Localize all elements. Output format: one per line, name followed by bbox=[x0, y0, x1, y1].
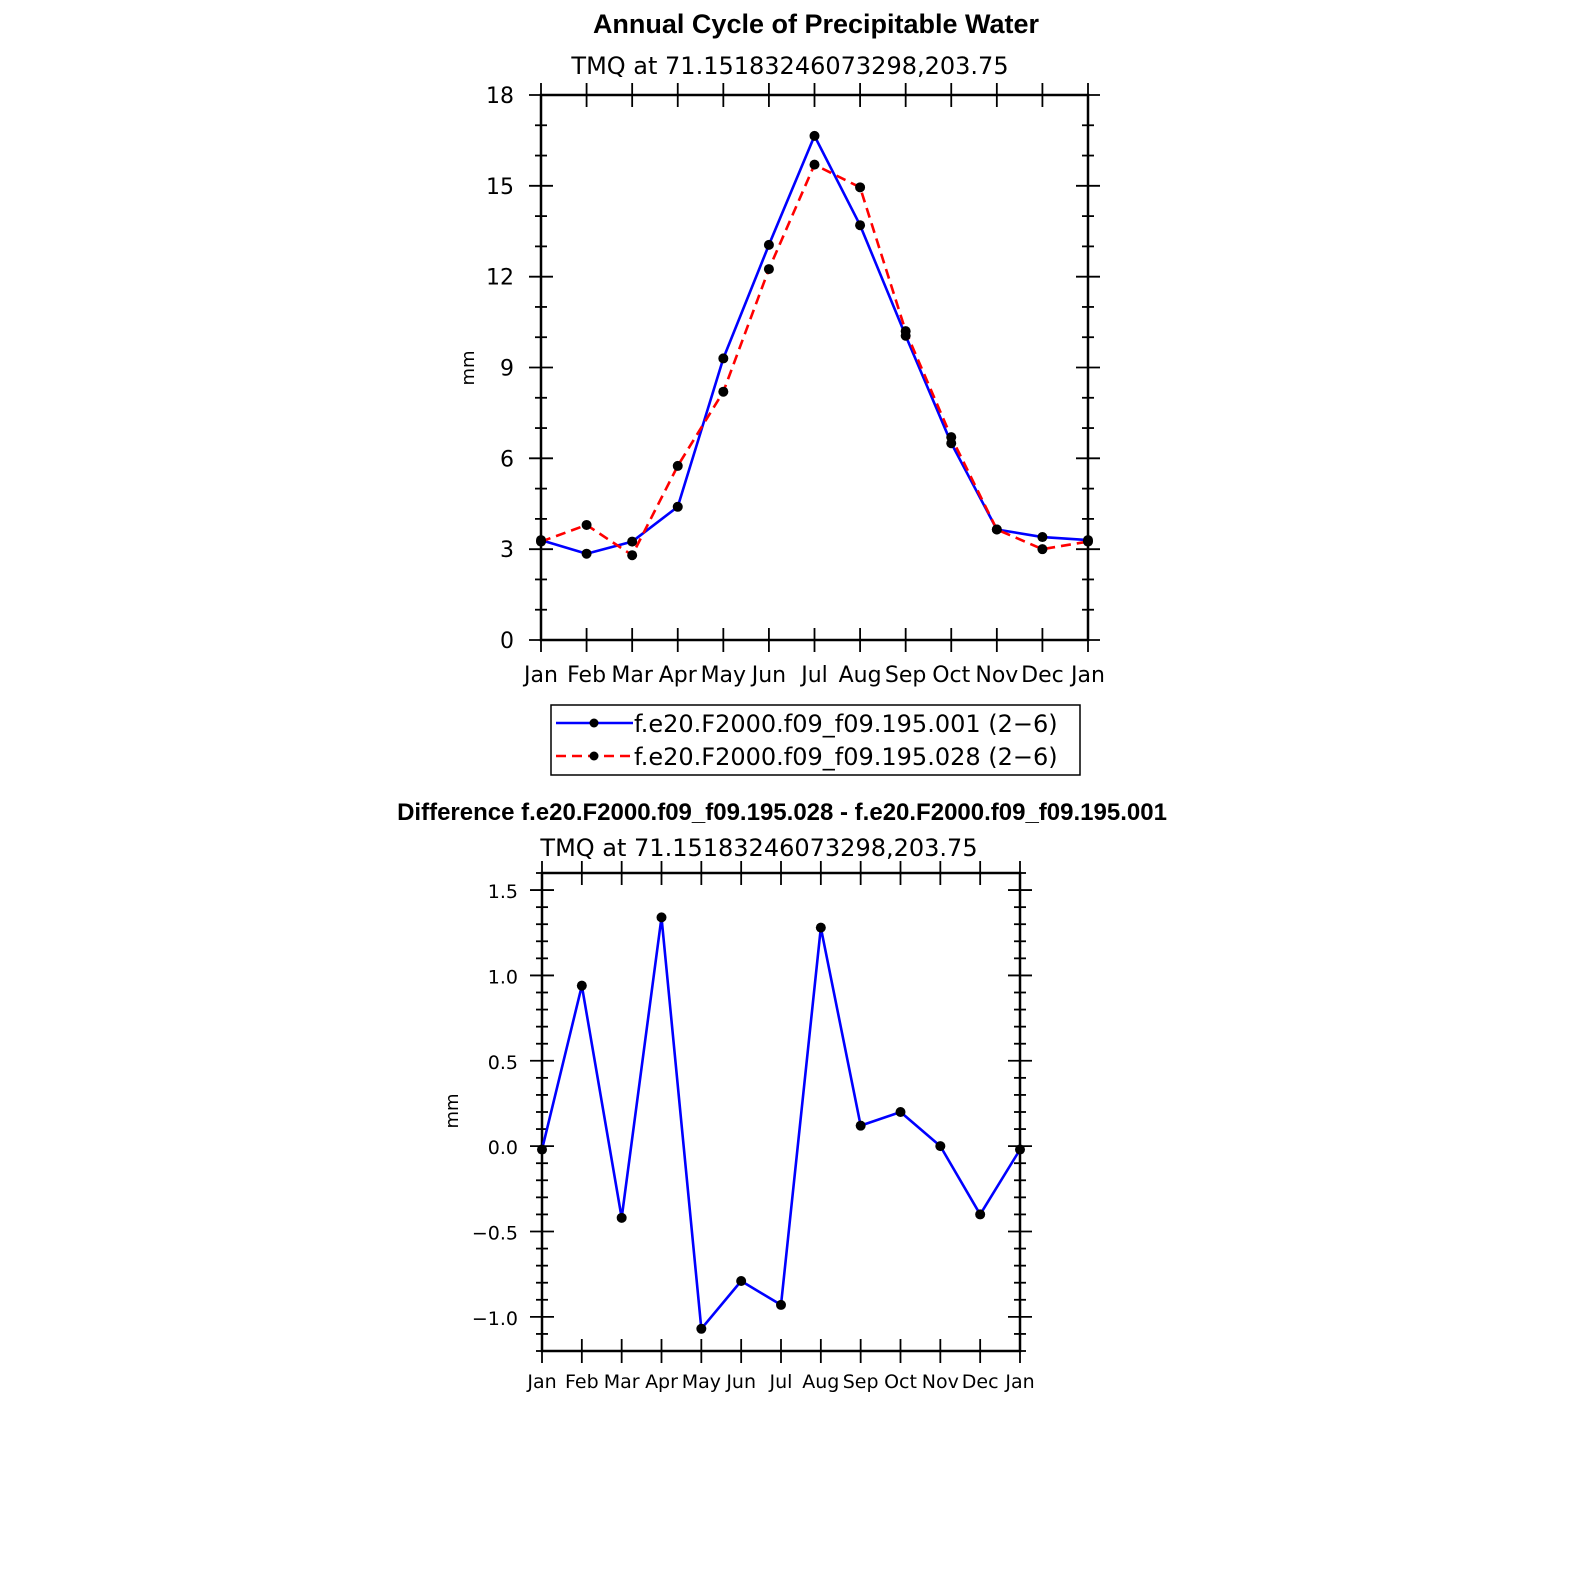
legend: f.e20.F2000.f09_f09.195.001 (2−6) f.e20.… bbox=[550, 704, 1081, 776]
data-point-series-1 bbox=[855, 220, 866, 231]
legend-label-series-1: f.e20.F2000.f09_f09.195.001 (2−6) bbox=[634, 710, 1058, 738]
plot-frame bbox=[540, 871, 1022, 1353]
legend-marker-series-2 bbox=[589, 751, 599, 761]
y-tick-label: 3 bbox=[500, 538, 514, 563]
data-point-series-1 bbox=[537, 1144, 547, 1155]
legend-box bbox=[550, 704, 1081, 776]
x-tick-label: Aug bbox=[802, 1371, 839, 1393]
x-tick-label: Nov bbox=[922, 1371, 959, 1393]
x-tick-label: Sep bbox=[843, 1371, 879, 1393]
data-point-series-1 bbox=[809, 130, 820, 141]
data-point-series-2 bbox=[991, 524, 1002, 535]
y-axis-label: mm bbox=[458, 350, 479, 385]
plot-frame bbox=[539, 93, 1090, 642]
data-point-series-2 bbox=[718, 386, 729, 397]
y-tick-label: 0.5 bbox=[488, 1052, 518, 1074]
data-point-series-1 bbox=[672, 501, 683, 512]
x-tick-label: Nov bbox=[975, 663, 1018, 688]
data-point-series-2 bbox=[672, 460, 683, 471]
y-tick-label: 15 bbox=[486, 175, 514, 200]
data-point-series-1 bbox=[736, 1276, 747, 1287]
data-point-series-1 bbox=[815, 922, 826, 933]
x-tick-label: May bbox=[701, 663, 746, 688]
y-tick-label: 0 bbox=[500, 629, 514, 654]
chart-subtitle: TMQ at 71.15183246073298,203.75 bbox=[570, 52, 1008, 80]
data-point-series-2 bbox=[855, 182, 866, 193]
y-tick-label: 6 bbox=[500, 447, 514, 472]
series-line-1 bbox=[540, 916, 1022, 1331]
data-point-series-2 bbox=[627, 550, 638, 561]
series-line-2 bbox=[540, 163, 1089, 557]
chart-subtitle: TMQ at 71.15183246073298,203.75 bbox=[539, 834, 977, 862]
data-point-series-2 bbox=[1083, 536, 1093, 547]
x-tick-label: Apr bbox=[659, 663, 698, 688]
y-tick-label: −0.5 bbox=[472, 1223, 518, 1245]
data-point-series-1 bbox=[718, 353, 729, 364]
data-point-series-1 bbox=[1037, 532, 1048, 543]
x-tick-label: Oct bbox=[932, 663, 970, 688]
data-point-series-1 bbox=[581, 548, 592, 559]
data-point-series-2 bbox=[581, 519, 592, 530]
x-tick-label: Apr bbox=[645, 1371, 678, 1393]
y-tick-label: 0.0 bbox=[488, 1137, 518, 1159]
data-point-series-1 bbox=[763, 239, 774, 250]
y-tick-label: 9 bbox=[500, 357, 514, 382]
data-point-series-2 bbox=[763, 264, 774, 275]
y-tick-label: 12 bbox=[486, 266, 514, 291]
x-tick-label: Dec bbox=[1021, 663, 1064, 688]
x-tick-label: Sep bbox=[885, 663, 926, 688]
data-point-series-2 bbox=[809, 159, 820, 170]
y-axis-label: mm bbox=[442, 1093, 463, 1128]
x-tick-label: Jun bbox=[750, 663, 786, 688]
x-tick-label: Jan bbox=[522, 663, 558, 688]
chart-title: Annual Cycle of Precipitable Water bbox=[593, 9, 1040, 39]
y-tick-label: −1.0 bbox=[472, 1308, 518, 1330]
annual-cycle-chart: Annual Cycle of Precipitable Water TMQ a… bbox=[458, 9, 1105, 776]
x-tick-label: Aug bbox=[839, 663, 882, 688]
x-tick-label: May bbox=[682, 1371, 721, 1393]
x-tick-label: Jan bbox=[1004, 1371, 1034, 1393]
data-point-series-1 bbox=[895, 1107, 906, 1117]
x-tick-label: Jan bbox=[1069, 663, 1105, 688]
data-point-series-2 bbox=[1037, 544, 1048, 555]
x-tick-label: Dec bbox=[962, 1371, 999, 1393]
legend-marker-series-1 bbox=[589, 718, 599, 728]
x-tick-label: Oct bbox=[884, 1371, 917, 1393]
data-point-series-2 bbox=[946, 432, 957, 443]
data-point-series-1 bbox=[656, 912, 667, 923]
y-tick-label: 18 bbox=[486, 84, 514, 109]
x-tick-label: Mar bbox=[604, 1371, 640, 1393]
x-tick-label: Jul bbox=[769, 1371, 793, 1393]
data-point-series-1 bbox=[1015, 1144, 1025, 1155]
data-point-series-1 bbox=[627, 536, 638, 547]
data-point-series-2 bbox=[536, 536, 546, 547]
data-point-series-1 bbox=[696, 1323, 707, 1334]
x-tick-label: Jan bbox=[526, 1371, 556, 1393]
data-point-series-1 bbox=[855, 1120, 866, 1131]
data-point-series-1 bbox=[616, 1212, 627, 1223]
x-tick-label: Jun bbox=[725, 1371, 756, 1393]
series-line-1 bbox=[540, 134, 1089, 556]
data-point-series-1 bbox=[576, 980, 587, 991]
chart-title: Difference f.e20.F2000.f09_f09.195.028 -… bbox=[397, 799, 1167, 826]
data-point-series-1 bbox=[975, 1209, 986, 1220]
x-tick-label: Feb bbox=[567, 663, 606, 688]
data-point-series-1 bbox=[935, 1141, 946, 1152]
data-point-series-1 bbox=[776, 1299, 786, 1310]
plot-area: −1.0 −0.5 0.0 0.5 1.0 1.5 Jan Feb Mar Apr May Jun Ju… bbox=[472, 861, 1035, 1393]
data-point-series-2 bbox=[900, 326, 911, 337]
x-tick-label: Feb bbox=[565, 1371, 599, 1393]
plot-area: 0 3 6 9 12 15 18 Jan Feb Mar Apr May Jun Jul Aug Sep Oct… bbox=[486, 83, 1105, 688]
y-tick-label: 1.0 bbox=[488, 966, 518, 988]
difference-chart: Difference f.e20.F2000.f09_f09.195.028 -… bbox=[397, 799, 1167, 1393]
x-tick-label: Jul bbox=[799, 663, 828, 688]
legend-label-series-2: f.e20.F2000.f09_f09.195.028 (2−6) bbox=[634, 743, 1058, 771]
x-tick-label: Mar bbox=[611, 663, 653, 688]
y-tick-label: 1.5 bbox=[488, 881, 518, 903]
